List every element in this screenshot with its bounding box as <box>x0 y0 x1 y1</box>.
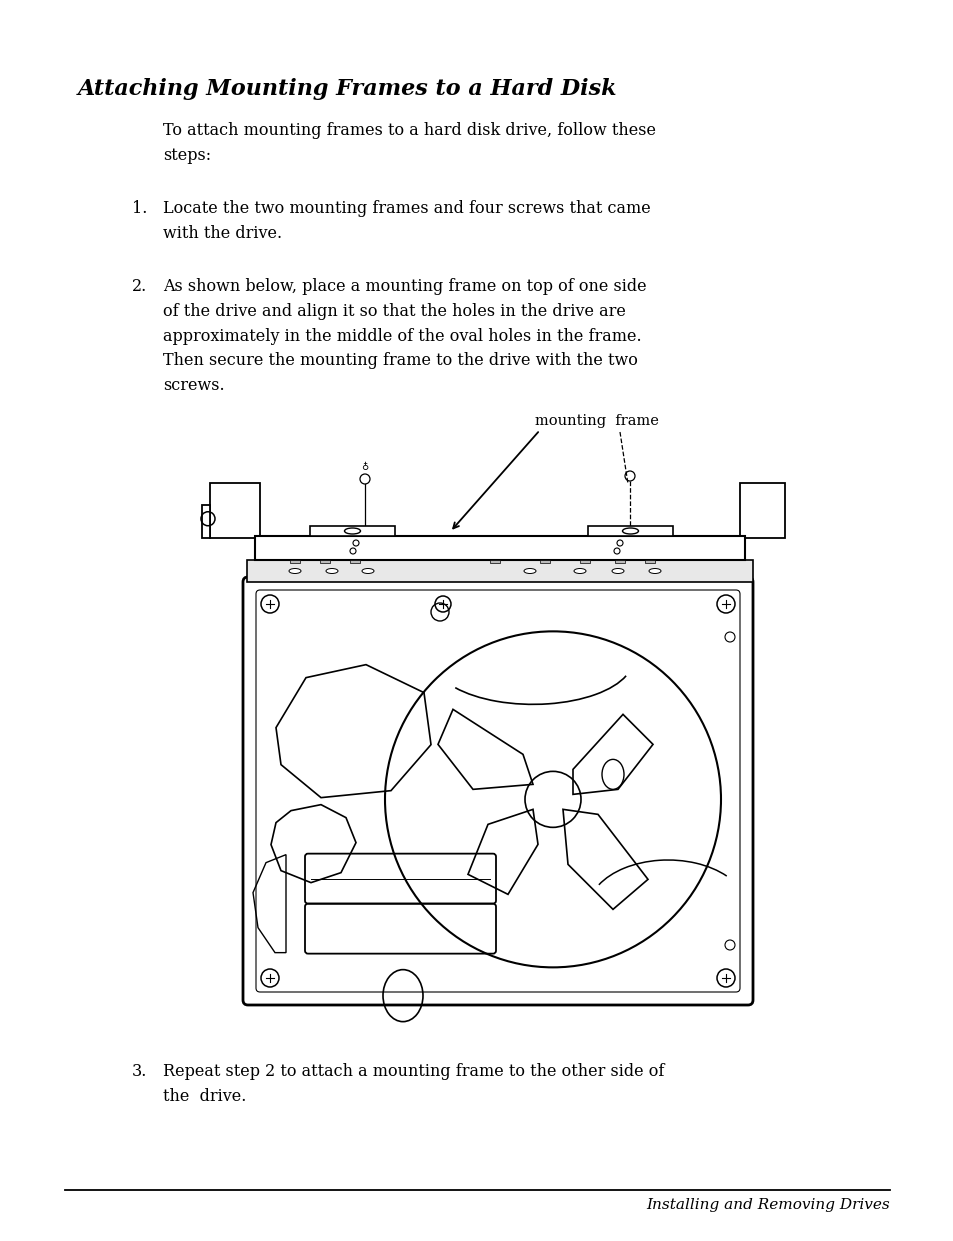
Bar <box>644 560 655 563</box>
Text: 1.: 1. <box>132 200 147 217</box>
Bar <box>490 560 499 563</box>
Text: Installing and Removing Drives: Installing and Removing Drives <box>645 1198 889 1212</box>
Ellipse shape <box>361 568 374 573</box>
Text: As shown below, place a mounting frame on top of one side
of the drive and align: As shown below, place a mounting frame o… <box>163 278 646 395</box>
Bar <box>350 560 359 563</box>
Bar <box>290 560 299 563</box>
Text: Repeat step 2 to attach a mounting frame to the other side of
the  drive.: Repeat step 2 to attach a mounting frame… <box>163 1064 663 1104</box>
Text: Locate the two mounting frames and four screws that came
with the drive.: Locate the two mounting frames and four … <box>163 200 650 242</box>
Bar <box>579 560 589 563</box>
Bar <box>615 560 624 563</box>
Bar <box>210 483 260 539</box>
Bar <box>539 560 550 563</box>
Bar <box>254 536 744 560</box>
Text: Attaching Mounting Frames to a Hard Disk: Attaching Mounting Frames to a Hard Disk <box>78 78 617 101</box>
Bar <box>319 560 330 563</box>
Bar <box>740 483 784 539</box>
Ellipse shape <box>612 568 623 573</box>
Text: 2.: 2. <box>132 278 147 295</box>
Text: mounting  frame: mounting frame <box>535 414 659 428</box>
Ellipse shape <box>289 568 301 573</box>
Ellipse shape <box>648 568 660 573</box>
Ellipse shape <box>523 568 536 573</box>
Text: ♁: ♁ <box>361 462 368 472</box>
Text: 3.: 3. <box>132 1064 147 1080</box>
Ellipse shape <box>326 568 337 573</box>
Bar <box>202 505 210 539</box>
Bar <box>587 526 672 536</box>
Bar <box>310 526 395 536</box>
Ellipse shape <box>574 568 585 573</box>
FancyBboxPatch shape <box>243 577 752 1005</box>
Bar <box>247 560 752 582</box>
Text: To attach mounting frames to a hard disk drive, follow these
steps:: To attach mounting frames to a hard disk… <box>163 122 656 164</box>
